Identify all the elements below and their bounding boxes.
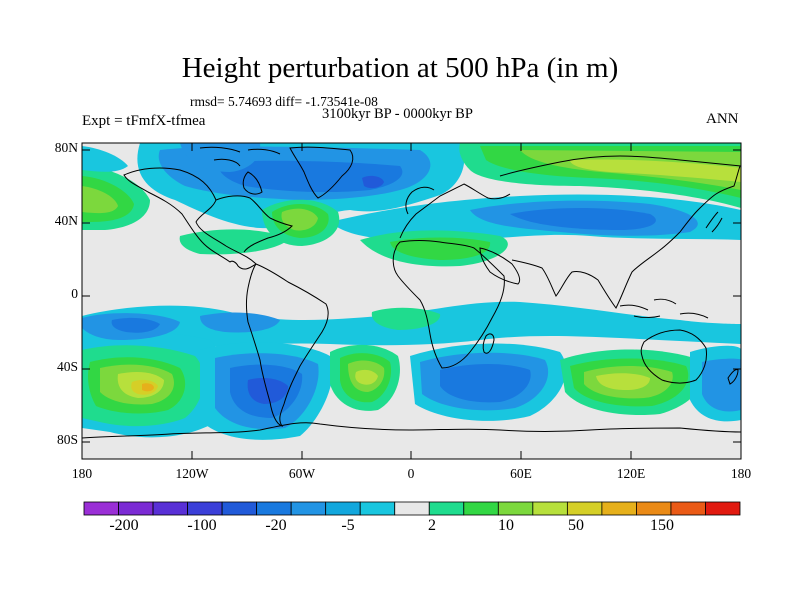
colorbar-box bbox=[118, 501, 154, 516]
lon-label-60w: 60W bbox=[288, 466, 316, 481]
lon-label-120w: 120W bbox=[175, 466, 209, 481]
contour-tasman-skyblue bbox=[702, 358, 741, 412]
lon-label-120e: 120E bbox=[616, 466, 646, 481]
contour-field bbox=[82, 143, 741, 459]
australia-coast bbox=[640, 329, 707, 384]
colorbar-box bbox=[256, 501, 292, 516]
antarctica-coast bbox=[82, 422, 741, 439]
lat-label-40s: 40S bbox=[56, 359, 78, 374]
contour-asia-blue bbox=[510, 208, 656, 230]
colorbar-box bbox=[566, 501, 603, 516]
coastlines bbox=[82, 146, 741, 439]
contour-n-atlantic-lightgreen bbox=[281, 208, 318, 231]
contour-s-australia-yellowgreen bbox=[596, 373, 650, 390]
contour-s-atlantic-yellowgreen bbox=[355, 369, 378, 385]
colorbar-box bbox=[394, 501, 430, 516]
indonesia-islands bbox=[619, 298, 709, 319]
new-zealand bbox=[727, 369, 739, 385]
japan bbox=[705, 211, 723, 233]
lat-label-40n: 40N bbox=[54, 213, 78, 228]
colorbar-box bbox=[463, 501, 499, 516]
contour-ne-pacific-lightgreen bbox=[82, 186, 118, 214]
contour-arctic-skyblue bbox=[180, 143, 261, 172]
hudson-bay bbox=[242, 171, 263, 195]
contour-subtropical-teal bbox=[179, 229, 290, 255]
contour-se-pacific-deepblue bbox=[247, 378, 288, 404]
contour-s-indian-blue bbox=[440, 364, 531, 403]
colorbar-box bbox=[636, 501, 672, 516]
greenland bbox=[289, 146, 354, 199]
colorbar-label: -200 bbox=[109, 517, 139, 534]
north-america-coast bbox=[123, 167, 257, 270]
colorbar-label: -20 bbox=[265, 517, 287, 534]
rmsd-diff-stats: rmsd= 5.74693 diff= -1.73541e-08 bbox=[190, 94, 378, 109]
lat-label-80s: 80S bbox=[56, 432, 78, 447]
colorbar-label: 10 bbox=[498, 517, 514, 534]
arabia-coast bbox=[479, 247, 521, 285]
colorbar-label: 2 bbox=[428, 517, 436, 534]
south-america-coast bbox=[246, 263, 329, 427]
colorbar-label: -100 bbox=[187, 517, 217, 534]
colorbar-box bbox=[670, 501, 706, 516]
contour-arctic-yellowgreen bbox=[570, 159, 741, 182]
lat-label-0: 0 bbox=[71, 286, 78, 301]
arctic-islands bbox=[199, 146, 281, 167]
colorbar-box bbox=[221, 501, 258, 516]
time-period-label: 3100kyr BP - 0000kyr BP bbox=[322, 106, 473, 122]
colorbar-box bbox=[187, 501, 223, 516]
colorbar-box bbox=[83, 501, 119, 516]
asia-north-coast bbox=[499, 155, 741, 177]
colorbar bbox=[83, 501, 741, 516]
colorbar-box bbox=[290, 501, 327, 516]
asia-south-coast bbox=[511, 231, 681, 309]
axis-ticks bbox=[81, 143, 742, 459]
colorbar-label: 50 bbox=[568, 517, 584, 534]
experiment-label: Expt = tFmfX-tfmea bbox=[82, 113, 206, 129]
contour-nw-edge-cyan bbox=[82, 146, 128, 172]
colorbar-box bbox=[532, 501, 568, 516]
colorbar-label: 150 bbox=[650, 517, 674, 534]
asia-east-coast bbox=[679, 165, 741, 233]
madagascar bbox=[482, 333, 495, 354]
colorbar-box bbox=[152, 501, 188, 516]
colorbar-label: -5 bbox=[341, 517, 355, 534]
contour-north-atlantic-blue bbox=[218, 160, 403, 193]
lon-label-180e: 180 bbox=[730, 466, 752, 481]
season-label: ANN bbox=[706, 111, 739, 127]
colorbar-box bbox=[428, 501, 465, 516]
europe-coast bbox=[399, 183, 511, 239]
colorbar-box bbox=[497, 501, 534, 516]
north-america-east-coast bbox=[215, 195, 293, 253]
lon-label-60e: 60E bbox=[510, 466, 532, 481]
colorbar-box bbox=[325, 501, 361, 516]
contour-e-pacific-skyblue bbox=[200, 312, 280, 333]
contour-s-pacific-orange bbox=[142, 383, 154, 392]
colorbar-box bbox=[705, 501, 741, 516]
chart-title: Height perturbation at 500 hPa (in m) bbox=[181, 52, 619, 84]
lat-label-80n: 80N bbox=[54, 140, 78, 155]
contour-w-pacific-blue bbox=[111, 317, 160, 333]
lon-label-0: 0 bbox=[407, 466, 415, 481]
africa-coast bbox=[392, 240, 505, 369]
contour-greenland-deepblue bbox=[362, 175, 384, 189]
colorbar-box bbox=[601, 501, 637, 516]
contour-africa-green bbox=[390, 237, 491, 260]
colorbar-box bbox=[359, 501, 396, 516]
contour-eq-atlantic-teal bbox=[371, 307, 441, 330]
lon-label-180w: 180 bbox=[71, 466, 93, 481]
